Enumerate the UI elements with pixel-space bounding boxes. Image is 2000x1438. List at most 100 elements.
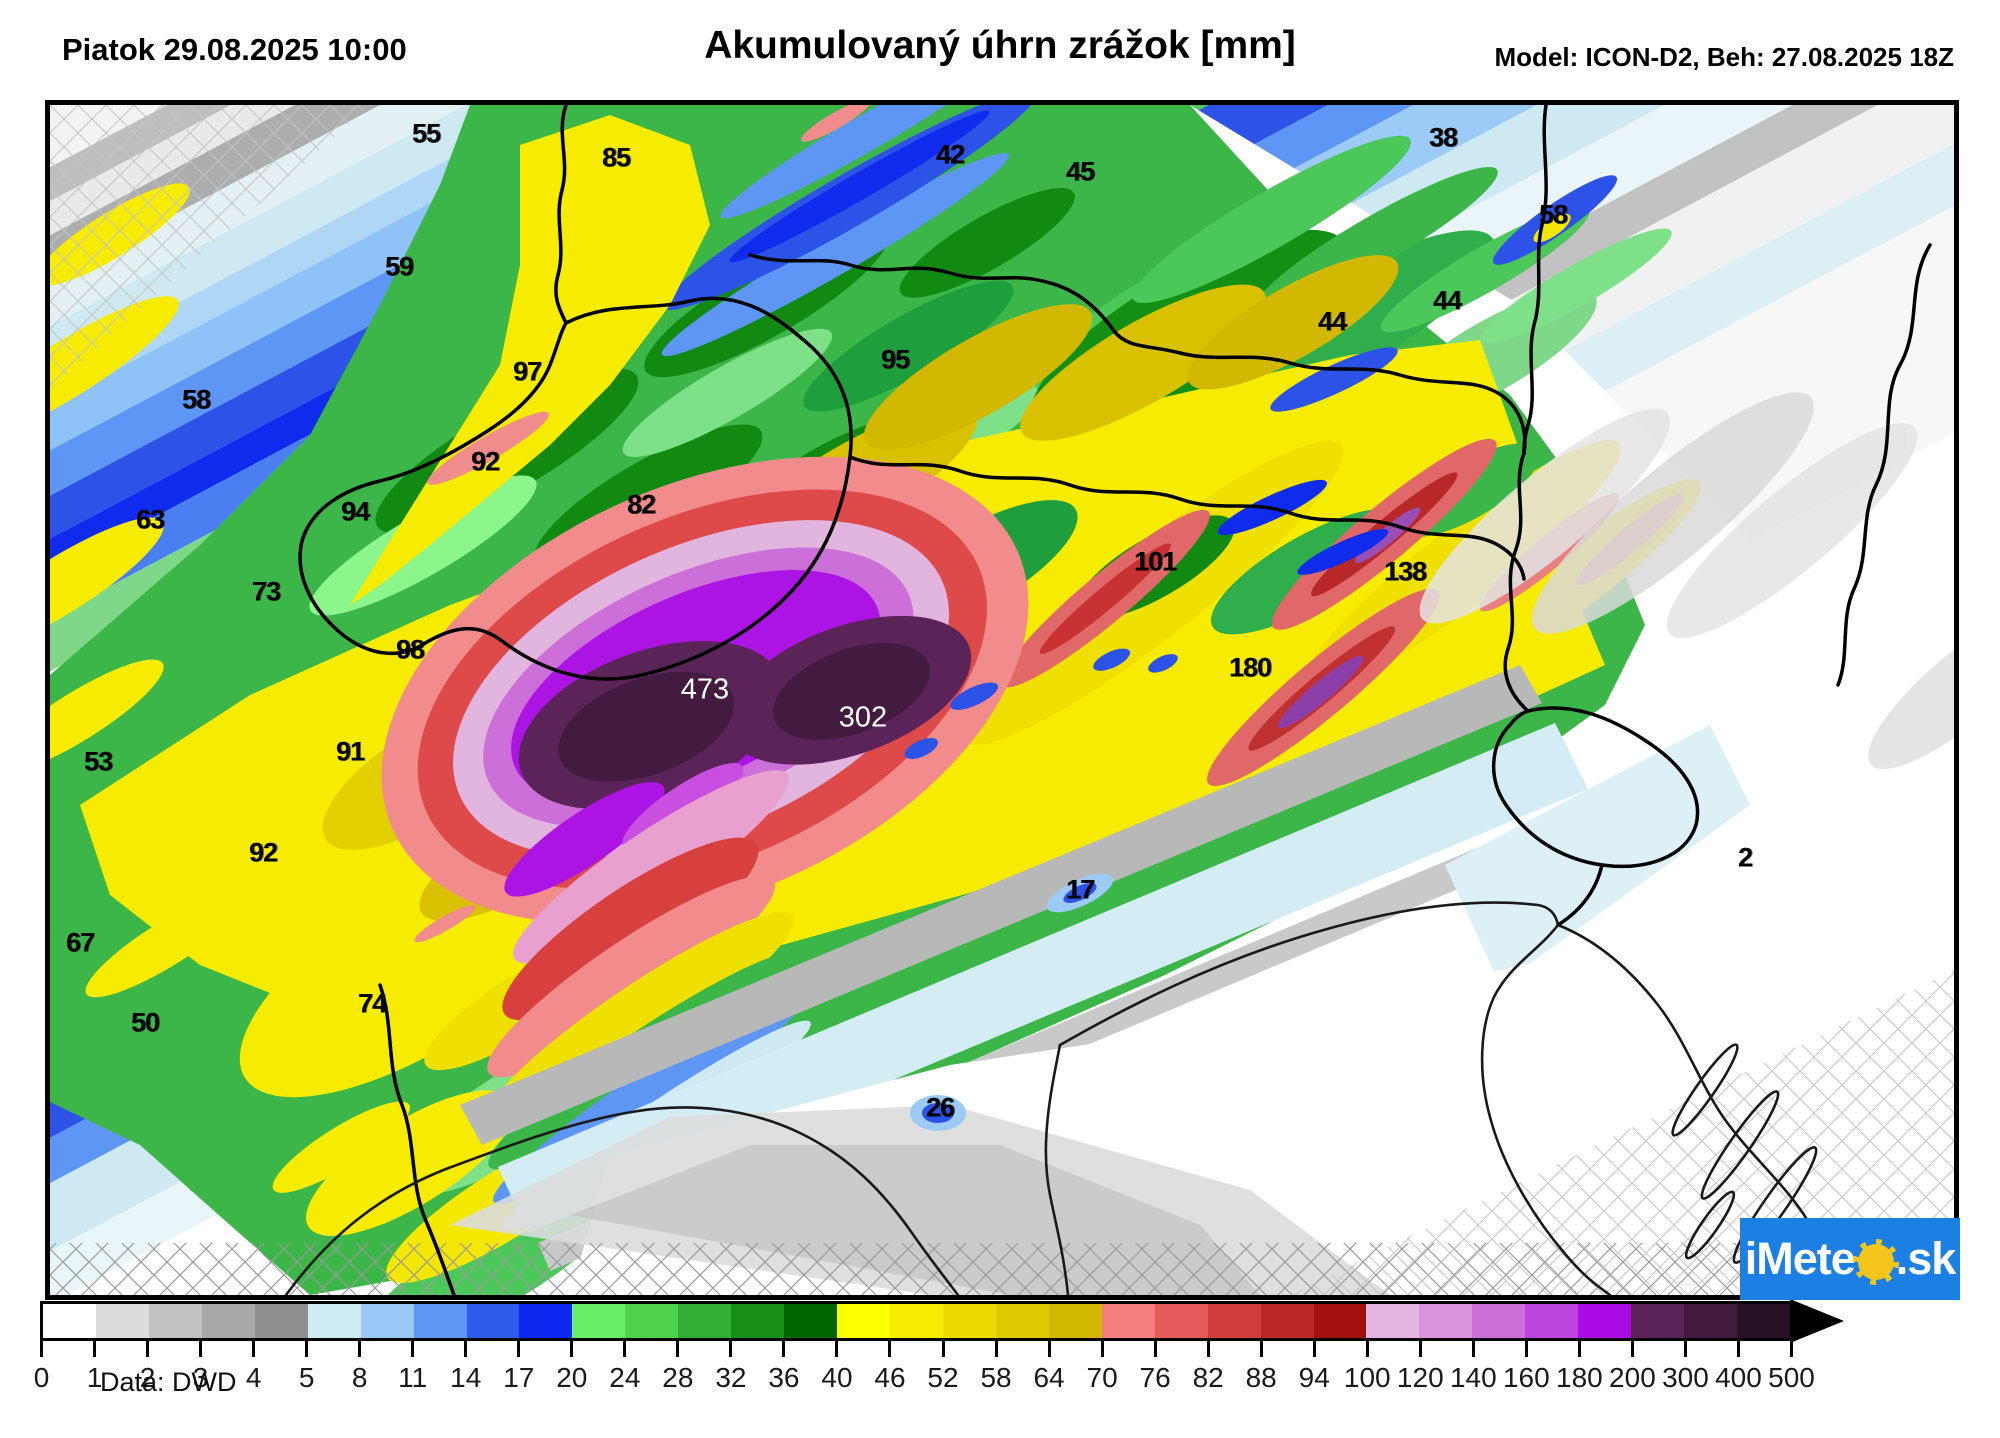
- colorbar-tick-label: 70: [1086, 1362, 1118, 1393]
- colorbar-tick: [252, 1341, 256, 1357]
- colorbar-tick: [1524, 1341, 1528, 1357]
- colorbar-segment: [43, 1304, 96, 1338]
- colorbar-segment: [942, 1304, 996, 1338]
- precipitation-colorbar: [40, 1301, 1793, 1341]
- colorbar-tick-label: 11: [398, 1362, 428, 1393]
- colorbar-tick: [1683, 1341, 1687, 1357]
- colorbar-tick: [676, 1341, 680, 1357]
- colorbar-tick-label: 2: [139, 1362, 156, 1393]
- colorbar-segment: [572, 1304, 626, 1338]
- model-run-info: Model: ICON-D2, Beh: 27.08.2025 18Z: [1494, 42, 1954, 72]
- data-source-label: Data: DWD: [100, 1367, 237, 1397]
- colorbar-tick: [199, 1341, 203, 1357]
- imeteo-logo: iMete .sk: [1740, 1218, 1960, 1300]
- colorbar-segment: [1684, 1304, 1737, 1338]
- precipitation-map-art: [50, 105, 1954, 1295]
- colorbar-segment: [1260, 1304, 1314, 1338]
- map-valid-datetime: Piatok 29.08.2025 10:00: [62, 32, 407, 67]
- colorbar-tick-label: 100: [1343, 1362, 1391, 1393]
- colorbar-tick-label: 200: [1609, 1362, 1656, 1393]
- colorbar-tick-label: 5: [298, 1362, 315, 1393]
- colorbar-tick-label: 8: [351, 1362, 368, 1393]
- colorbar-segment: [1154, 1304, 1208, 1338]
- colorbar-tick: [623, 1341, 627, 1357]
- colorbar-segment: [1207, 1304, 1261, 1338]
- colorbar-segment: [1366, 1304, 1420, 1338]
- colorbar-tick-label: 500: [1768, 1362, 1815, 1393]
- colorbar-segment: [95, 1304, 149, 1338]
- colorbar-tick: [1736, 1341, 1740, 1357]
- colorbar-tick-label: 64: [1033, 1362, 1065, 1393]
- colorbar-tick-label: 24: [609, 1362, 641, 1393]
- colorbar-tick: [1790, 1341, 1793, 1357]
- colorbar-tick-label: 180: [1556, 1362, 1603, 1393]
- colorbar-tick: [1577, 1341, 1581, 1357]
- colorbar-tick-label: 14: [450, 1362, 482, 1393]
- colorbar-segment: [307, 1304, 361, 1338]
- colorbar-segment: [625, 1304, 679, 1338]
- colorbar-tick: [93, 1341, 97, 1357]
- colorbar-arrow: [1790, 1299, 1844, 1343]
- colorbar-tick: [570, 1341, 574, 1357]
- colorbar-tick: [464, 1341, 468, 1357]
- colorbar-segment: [254, 1304, 308, 1338]
- colorbar-tick: [1630, 1341, 1634, 1357]
- colorbar-tick: [411, 1341, 415, 1357]
- colorbar-tick: [146, 1341, 150, 1357]
- colorbar-tick-label: 76: [1139, 1362, 1171, 1393]
- colorbar-tick: [305, 1341, 309, 1357]
- colorbar-segment: [148, 1304, 202, 1338]
- page-title: Akumulovaný úhrn zrážok [mm]: [704, 24, 1296, 67]
- colorbar-tick: [888, 1341, 892, 1357]
- colorbar-tick-label: 88: [1245, 1362, 1277, 1393]
- colorbar-tick-label: 46: [874, 1362, 906, 1393]
- colorbar-tick: [1418, 1341, 1422, 1357]
- colorbar-tick-label: 52: [927, 1362, 959, 1393]
- colorbar-segment: [890, 1304, 943, 1338]
- logo-text-left: iMete: [1744, 1233, 1856, 1284]
- colorbar-tick-label: 36: [768, 1362, 800, 1393]
- colorbar-tick: [782, 1341, 786, 1357]
- colorbar-tick-label: 140: [1449, 1362, 1497, 1393]
- colorbar-tick: [1259, 1341, 1263, 1357]
- colorbar-tick-label: 300: [1662, 1362, 1709, 1393]
- colorbar-segment: [1525, 1304, 1579, 1338]
- colorbar-segment: [519, 1304, 573, 1338]
- colorbar-segment: [1472, 1304, 1526, 1338]
- colorbar-tick: [835, 1341, 839, 1357]
- colorbar-segment: [360, 1304, 414, 1338]
- colorbar-tick-label: 94: [1298, 1362, 1330, 1393]
- colorbar-segment: [1631, 1304, 1685, 1338]
- colorbar-segment: [995, 1304, 1049, 1338]
- colorbar-segment: [1313, 1304, 1367, 1338]
- colorbar-tick-label: 160: [1502, 1362, 1550, 1393]
- colorbar-tick-label: 120: [1396, 1362, 1444, 1393]
- colorbar-tick: [729, 1341, 733, 1357]
- logo-text-right: .sk: [1895, 1233, 1957, 1284]
- colorbar-segment: [466, 1304, 520, 1338]
- colorbar-segment: [731, 1304, 785, 1338]
- colorbar-segment: [1578, 1304, 1632, 1338]
- colorbar-tick-label: 0: [33, 1362, 50, 1393]
- precipitation-map: Data: DWD iMete .sk: [45, 100, 1960, 1397]
- colorbar-tick-label: 82: [1192, 1362, 1224, 1393]
- colorbar-tick: [517, 1341, 521, 1357]
- colorbar-tick: [994, 1341, 998, 1357]
- colorbar-segment: [413, 1304, 467, 1338]
- colorbar-segment: [1737, 1304, 1790, 1338]
- colorbar-tick: [1471, 1341, 1475, 1357]
- colorbar-tick-label: 4: [245, 1362, 262, 1393]
- colorbar-tick: [1153, 1341, 1157, 1357]
- colorbar-segment: [1048, 1304, 1102, 1338]
- colorbar-tick: [1312, 1341, 1316, 1357]
- sun-icon: [1852, 1239, 1899, 1285]
- colorbar-tick: [40, 1341, 43, 1357]
- colorbar-tick: [1206, 1341, 1210, 1357]
- colorbar-tick-label: 3: [192, 1362, 209, 1393]
- colorbar-tick-label: 1: [86, 1362, 103, 1393]
- colorbar-tick-label: 17: [503, 1362, 535, 1393]
- colorbar-segment: [837, 1304, 890, 1338]
- colorbar-tick-label: 20: [556, 1362, 588, 1393]
- colorbar-tick: [941, 1341, 945, 1357]
- colorbar-tick: [1100, 1341, 1104, 1357]
